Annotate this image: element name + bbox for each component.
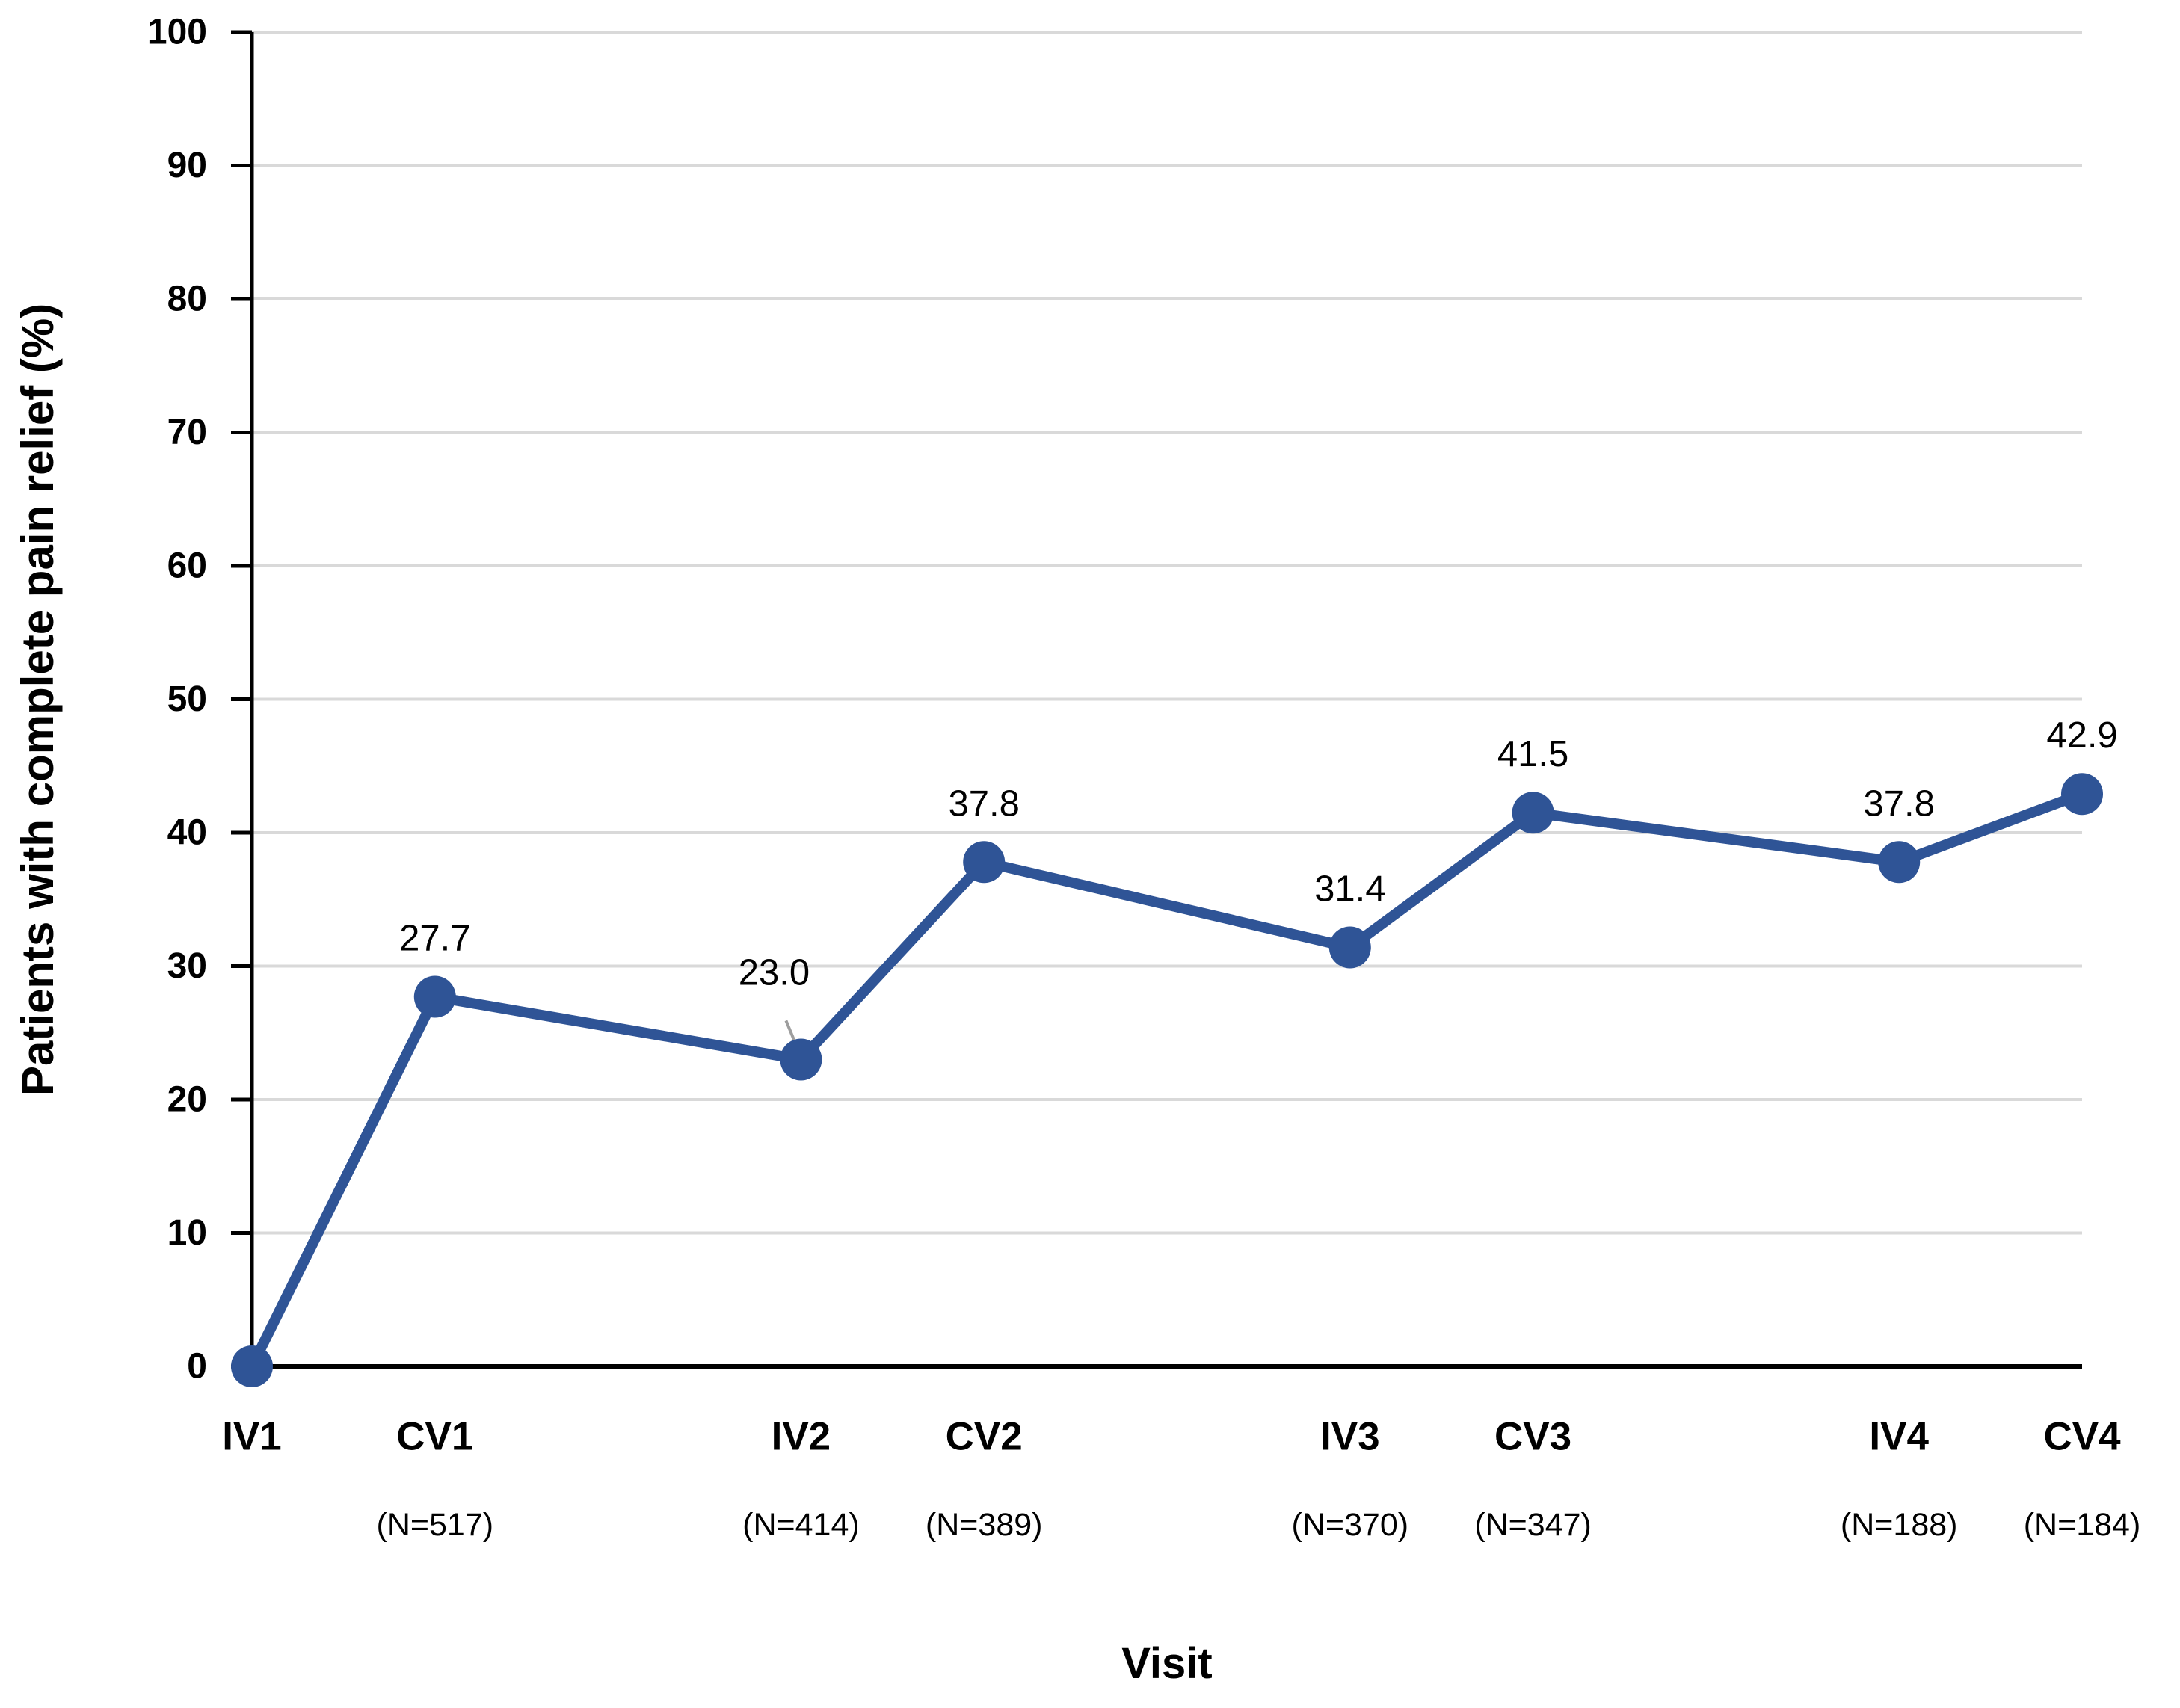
y-axis-tick-label: 100 [147, 13, 207, 52]
data-point-label: 42.9 [2046, 715, 2117, 756]
x-category-label: CV3 [1494, 1415, 1571, 1459]
data-point-label: 37.8 [949, 783, 1020, 824]
data-point-marker-iv2 [780, 1038, 822, 1081]
x-category-n-label: (N=414) [742, 1507, 860, 1543]
y-axis-tick-label: 40 [167, 813, 207, 853]
data-point-label: 23.0 [739, 952, 810, 993]
data-point-label: 37.8 [1864, 783, 1935, 824]
data-point-marker-iv1 [231, 1345, 273, 1387]
x-category-label: CV1 [396, 1415, 473, 1459]
y-axis-tick-label: 10 [167, 1213, 207, 1253]
x-category-n-label: (N=347) [1474, 1507, 1592, 1543]
data-point-marker-iv4 [1878, 841, 1921, 884]
x-category-label: CV2 [946, 1415, 1023, 1459]
x-category-n-label: (N=184) [2024, 1507, 2141, 1543]
y-axis-tick-label: 60 [167, 546, 207, 586]
x-category-n-label: (N=188) [1841, 1507, 1958, 1543]
series-line [247, 789, 2087, 1372]
data-point-label: 31.4 [1314, 869, 1385, 910]
x-axis-title: Visit [1121, 1639, 1213, 1688]
x-category-label: CV4 [2043, 1415, 2121, 1459]
y-axis-tick-label: 90 [167, 146, 207, 185]
data-point-label: 27.7 [399, 919, 470, 959]
y-axis-tick-label: 80 [167, 280, 207, 319]
x-category-label: IV2 [772, 1415, 831, 1459]
data-point-marker-iv3 [1328, 926, 1371, 969]
x-category-n-label: (N=389) [926, 1507, 1043, 1543]
x-category-n-label: (N=517) [377, 1507, 494, 1543]
y-axis-tick-label: 20 [167, 1080, 207, 1120]
y-axis-tick-label: 50 [167, 679, 207, 719]
y-axis-tick-label: 30 [167, 946, 207, 986]
x-category-n-label: (N=370) [1292, 1507, 1409, 1543]
y-axis-tick-label: 0 [187, 1347, 207, 1387]
x-category-label: IV4 [1869, 1415, 1929, 1459]
data-point-marker-cv4 [2061, 773, 2103, 816]
data-point-marker-cv1 [413, 975, 456, 1018]
x-category-label: IV3 [1320, 1415, 1380, 1459]
data-point-marker-cv2 [963, 841, 1006, 884]
y-axis-tick-label: 70 [167, 413, 207, 452]
data-point-label: 41.5 [1497, 734, 1568, 774]
data-point-marker-cv3 [1512, 792, 1554, 834]
x-category-label: IV1 [222, 1415, 282, 1459]
